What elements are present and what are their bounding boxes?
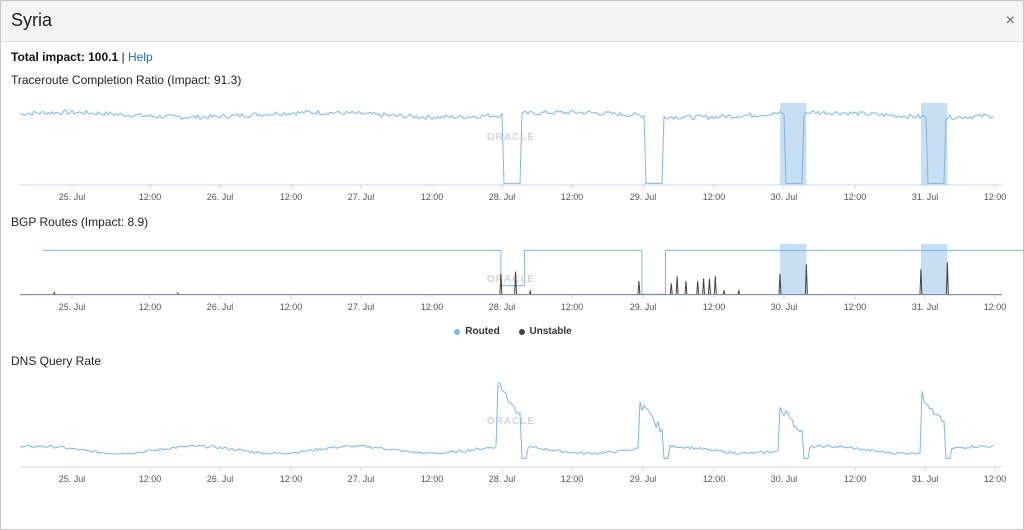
bgp-tick-label: 31. Jul <box>912 302 939 312</box>
bgp-unstable-spike <box>514 271 518 296</box>
bgp-highlight-band <box>779 244 807 295</box>
bgp-tick-label: 12:00 <box>703 302 726 312</box>
dns-series-line <box>19 382 995 459</box>
modal-title: Syria <box>11 10 53 30</box>
traceroute-tick-label: 12:00 <box>561 192 584 202</box>
dns-tick-label: 12:00 <box>844 474 867 484</box>
bgp-unstable-spike <box>804 264 808 296</box>
bgp-unstable-spike <box>778 273 782 296</box>
bgp-unstable-spike <box>52 291 56 296</box>
bgp-unstable-spike <box>707 278 711 296</box>
bgp-chart[interactable]: ORACLE 25. Jul 12:00 26. Jul 12:00 27. Jul 12:… <box>1 233 1024 318</box>
bgp-unstable-spike <box>737 290 741 296</box>
bgp-unstable-spike <box>684 280 688 296</box>
traceroute-tick-label: 27. Jul <box>348 192 375 202</box>
dns-tick-label: 31. Jul <box>912 474 939 484</box>
bgp-tick-label: 12:00 <box>844 302 867 312</box>
bgp-tick-label: 12:00 <box>280 302 303 312</box>
bgp-unstable-spike <box>696 280 700 296</box>
separator: | <box>121 50 125 64</box>
traceroute-tick-label: 12:00 <box>844 192 867 202</box>
bgp-tick-label: 12:00 <box>139 302 162 312</box>
legend-label-routed: Routed <box>465 326 500 337</box>
bgp-tick-label: 12:00 <box>984 302 1007 312</box>
traceroute-x-ticks: 25. Jul 12:00 26. Jul 12:00 27. Jul 12:00 28. … <box>59 185 1007 202</box>
bgp-unstable-spike <box>675 276 679 296</box>
bgp-unstable-spike <box>669 283 673 296</box>
dns-tick-label: 12:00 <box>984 474 1007 484</box>
traceroute-tick-label: 31. Jul <box>912 192 939 202</box>
bgp-tick-label: 30. Jul <box>771 302 798 312</box>
dns-chart[interactable]: ORACLE 25. Jul 12:00 26. Jul 12:00 27. Jul 12:… <box>1 373 1024 493</box>
unstable-legend-marker <box>518 328 525 335</box>
bgp-unstable-spike <box>945 262 949 296</box>
bgp-chart-title: BGP Routes (Impact: 8.9) <box>11 215 149 229</box>
traceroute-tick-label: 29. Jul <box>630 192 657 202</box>
bgp-unstable-spike <box>176 292 180 296</box>
dns-tick-label: 30. Jul <box>771 474 798 484</box>
routed-legend-marker <box>454 328 461 335</box>
dns-tick-label: 12:00 <box>280 474 303 484</box>
traceroute-highlight-band <box>920 103 948 185</box>
traceroute-tick-label: 12:00 <box>984 192 1007 202</box>
traceroute-series-line <box>19 109 995 184</box>
dns-chart-title: DNS Query Rate <box>11 354 102 368</box>
bgp-unstable-spike <box>499 273 503 296</box>
traceroute-tick-label: 28. Jul <box>489 192 516 202</box>
bgp-unstable-spike <box>637 280 641 296</box>
traceroute-tick-label: 26. Jul <box>207 192 234 202</box>
dns-x-ticks: 25. Jul 12:00 26. Jul 12:00 27. Jul 12:00 28. … <box>59 467 1007 484</box>
bgp-unstable-spike <box>528 289 532 296</box>
bgp-unstable-spike <box>702 278 706 296</box>
legend-item-routed[interactable]: Routed <box>454 326 500 337</box>
bgp-legend: Routed Unstable <box>1 326 1024 338</box>
traceroute-tick-label: 12:00 <box>703 192 726 202</box>
modal-header: Syria × <box>1 1 1023 42</box>
bgp-tick-label: 12:00 <box>421 302 444 312</box>
oracle-watermark: ORACLE <box>487 416 535 427</box>
traceroute-chart-title: Traceroute Completion Ratio (Impact: 91.… <box>11 73 242 87</box>
close-icon[interactable]: × <box>1005 12 1015 29</box>
traceroute-tick-label: 12:00 <box>280 192 303 202</box>
dns-tick-label: 12:00 <box>421 474 444 484</box>
traceroute-tick-label: 30. Jul <box>771 192 798 202</box>
dns-tick-label: 12:00 <box>139 474 162 484</box>
bgp-routed-line <box>42 249 1024 295</box>
total-impact: Total impact: 100.1 | Help <box>11 50 153 64</box>
bgp-tick-label: 12:00 <box>561 302 584 312</box>
bgp-tick-label: 26. Jul <box>207 302 234 312</box>
legend-label-unstable: Unstable <box>529 326 572 337</box>
bgp-tick-label: 28. Jul <box>489 302 516 312</box>
oracle-watermark: ORACLE <box>487 132 535 143</box>
dns-tick-label: 12:00 <box>703 474 726 484</box>
oracle-watermark: ORACLE <box>487 274 535 285</box>
traceroute-tick-label: 12:00 <box>139 192 162 202</box>
bgp-tick-label: 27. Jul <box>348 302 375 312</box>
traceroute-tick-label: 12:00 <box>421 192 444 202</box>
bgp-highlight-band <box>920 244 948 295</box>
bgp-unstable-spike <box>919 269 923 296</box>
bgp-unstable-spike <box>713 276 717 296</box>
bgp-unstable-spike <box>722 290 726 296</box>
traceroute-chart[interactable]: ORACLE 25. Jul 12:00 26. Jul 12:00 27. Jul 12:… <box>1 89 1024 209</box>
dns-tick-label: 12:00 <box>561 474 584 484</box>
help-link[interactable]: Help <box>127 50 153 64</box>
total-impact-label: Total impact: 100.1 <box>11 50 119 64</box>
traceroute-tick-label: 25. Jul <box>59 192 86 202</box>
dns-tick-label: 28. Jul <box>489 474 516 484</box>
dns-tick-label: 25. Jul <box>59 474 86 484</box>
bgp-tick-label: 25. Jul <box>59 302 86 312</box>
dns-tick-label: 29. Jul <box>630 474 657 484</box>
bgp-x-ticks: 25. Jul 12:00 26. Jul 12:00 27. Jul 12:00 28. … <box>59 295 1007 312</box>
dns-tick-label: 26. Jul <box>207 474 234 484</box>
bgp-tick-label: 29. Jul <box>630 302 657 312</box>
dns-tick-label: 27. Jul <box>348 474 375 484</box>
legend-item-unstable[interactable]: Unstable <box>518 326 572 337</box>
